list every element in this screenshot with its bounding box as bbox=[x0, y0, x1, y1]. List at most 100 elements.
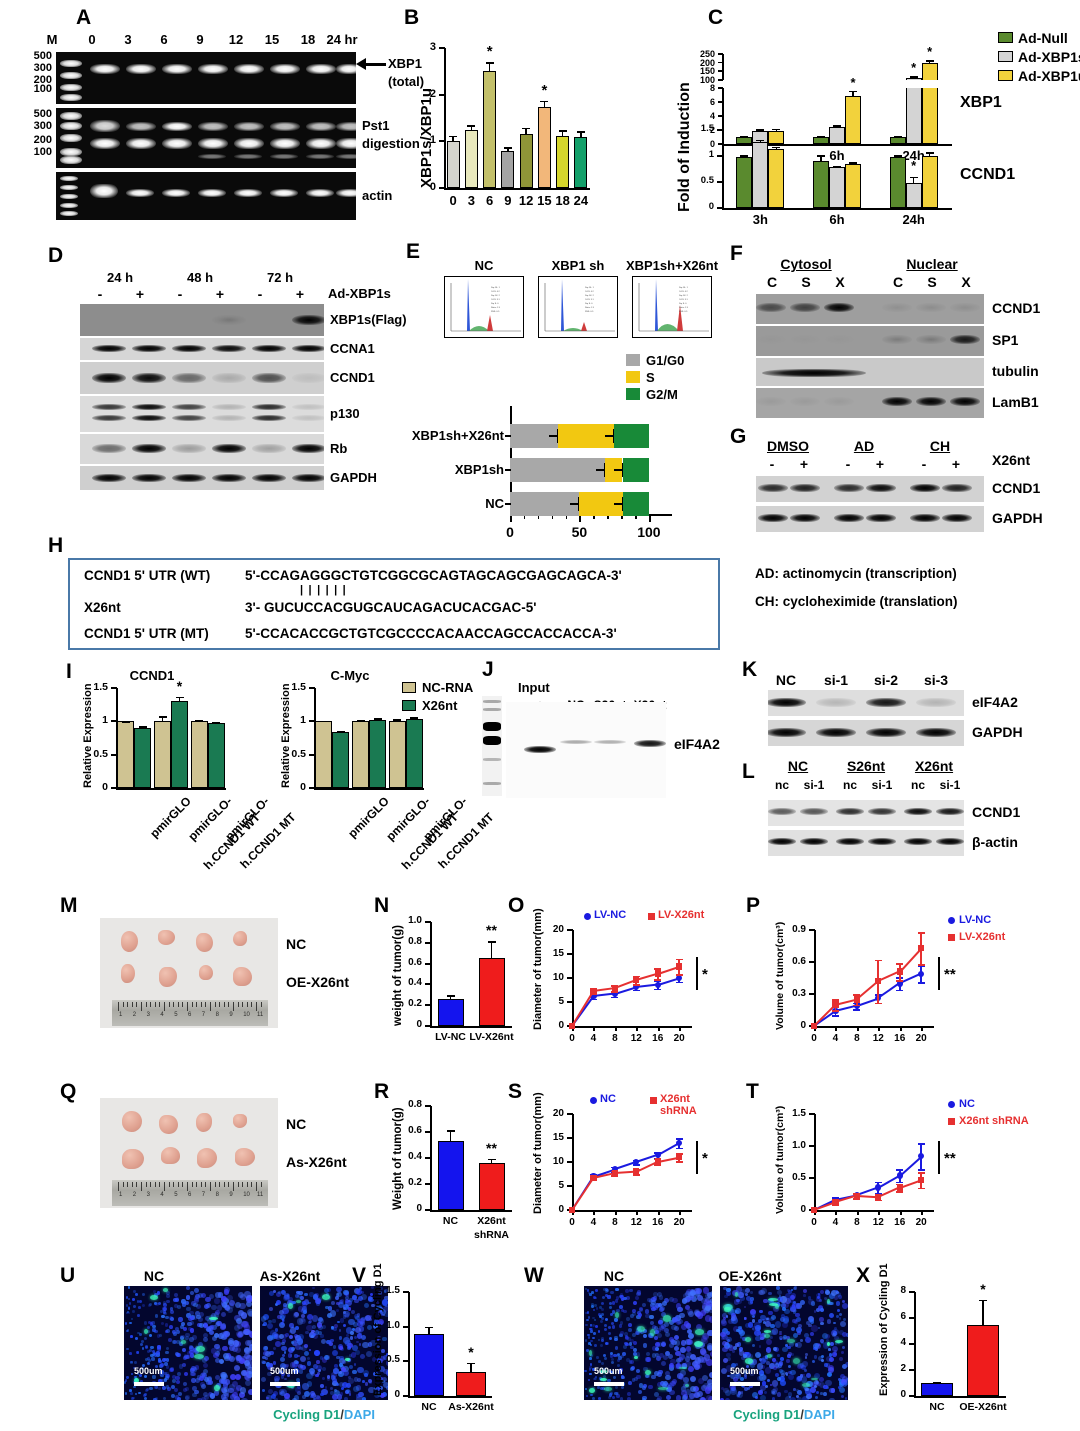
dapi-nucleus bbox=[622, 1351, 626, 1356]
if-image-title: NC bbox=[603, 1268, 625, 1284]
dapi-nucleus bbox=[314, 1293, 319, 1298]
ruler-number: 10 bbox=[243, 1012, 250, 1018]
gel-band-pst1-lower bbox=[306, 138, 336, 149]
group-label: AD bbox=[853, 438, 875, 454]
legend-label: Ad-Null bbox=[1018, 30, 1068, 46]
blot-band bbox=[132, 403, 166, 410]
y-tick-label: 0.2 bbox=[408, 998, 422, 1010]
bar bbox=[478, 1163, 505, 1210]
bar bbox=[736, 137, 753, 144]
dapi-nucleus bbox=[838, 1313, 842, 1317]
data-point-circle bbox=[633, 1158, 640, 1166]
ruler-tick bbox=[164, 1182, 165, 1191]
dapi-nucleus bbox=[326, 1288, 332, 1293]
y-tick bbox=[909, 1317, 915, 1319]
y-tick-label: 2 bbox=[709, 125, 715, 135]
dapi-nucleus bbox=[588, 1372, 592, 1376]
dapi-nucleus bbox=[632, 1352, 637, 1357]
ruler-number: 9 bbox=[229, 1012, 233, 1018]
ruler-number: 3 bbox=[146, 1012, 150, 1018]
dapi-nucleus bbox=[793, 1286, 798, 1290]
dapi-nucleus bbox=[188, 1337, 194, 1342]
dapi-nucleus bbox=[779, 1337, 783, 1341]
dapi-nucleus bbox=[651, 1374, 656, 1380]
dapi-nucleus bbox=[164, 1323, 169, 1328]
cyclin-d1-signal bbox=[834, 1339, 843, 1344]
dapi-nucleus bbox=[320, 1392, 325, 1397]
dapi-nucleus bbox=[837, 1378, 841, 1382]
dapi-nucleus bbox=[776, 1365, 780, 1370]
error-cap bbox=[675, 1147, 683, 1150]
bar bbox=[921, 156, 938, 208]
dapi-nucleus bbox=[755, 1325, 761, 1331]
dapi-nucleus bbox=[732, 1326, 739, 1333]
dapi-nucleus bbox=[619, 1368, 624, 1372]
ruler-tick bbox=[205, 1002, 207, 1007]
dapi-nucleus bbox=[301, 1394, 306, 1399]
dapi-nucleus bbox=[766, 1378, 771, 1383]
dapi-nucleus bbox=[704, 1299, 711, 1306]
ruler-number: 7 bbox=[201, 1192, 206, 1198]
dapi-nucleus bbox=[292, 1361, 299, 1368]
dapi-nucleus bbox=[668, 1354, 674, 1360]
dapi-nucleus bbox=[321, 1357, 328, 1363]
dapi-nucleus bbox=[781, 1373, 785, 1377]
x-axis bbox=[444, 188, 590, 190]
bar bbox=[154, 721, 171, 788]
dapi-nucleus bbox=[191, 1392, 197, 1398]
legend-label: LV-X26nt bbox=[959, 931, 1006, 943]
dapi-nucleus bbox=[769, 1363, 775, 1369]
dapi-nucleus bbox=[316, 1322, 322, 1328]
dapi-nucleus bbox=[608, 1393, 613, 1397]
dapi-nucleus bbox=[666, 1385, 673, 1391]
x-tick-label: 24h bbox=[902, 148, 925, 163]
x-axis bbox=[408, 1396, 492, 1398]
dapi-nucleus bbox=[376, 1391, 383, 1398]
blot-lane-label: si-2 bbox=[873, 672, 899, 688]
dapi-nucleus bbox=[174, 1388, 179, 1393]
dapi-nucleus bbox=[605, 1317, 609, 1321]
dapi-nucleus bbox=[127, 1286, 131, 1289]
dapi-nucleus bbox=[792, 1310, 797, 1314]
cyclin-d1-signal bbox=[768, 1297, 778, 1301]
dapi-nucleus bbox=[604, 1323, 608, 1327]
dapi-nucleus bbox=[835, 1292, 841, 1297]
ruler-tick bbox=[173, 1002, 175, 1007]
dapi-nucleus bbox=[349, 1354, 352, 1357]
ruler-tick bbox=[237, 1182, 239, 1187]
dapi-nucleus bbox=[829, 1387, 835, 1393]
ruler-tick bbox=[187, 1002, 188, 1011]
dapi-nucleus bbox=[356, 1313, 361, 1317]
dapi-nucleus bbox=[829, 1397, 835, 1400]
dapi-nucleus bbox=[779, 1356, 784, 1361]
dapi-nucleus bbox=[735, 1373, 742, 1379]
dapi-nucleus bbox=[362, 1341, 369, 1349]
group-label-nuclear: Nuclear bbox=[906, 256, 958, 272]
dapi-nucleus bbox=[807, 1323, 812, 1328]
bar bbox=[921, 1383, 953, 1396]
error-bar bbox=[543, 100, 546, 108]
x-tick-label: 20 bbox=[673, 1033, 685, 1044]
dapi-nucleus bbox=[136, 1351, 139, 1355]
dapi-nucleus bbox=[196, 1314, 201, 1320]
dapi-nucleus bbox=[657, 1396, 663, 1400]
blot-band bbox=[868, 838, 896, 846]
dapi-nucleus bbox=[709, 1350, 712, 1358]
y-tick bbox=[111, 687, 117, 689]
dapi-nucleus bbox=[191, 1371, 196, 1377]
dapi-nucleus bbox=[763, 1298, 768, 1304]
dapi-nucleus bbox=[736, 1342, 741, 1347]
dapi-nucleus bbox=[204, 1394, 210, 1400]
blot-band bbox=[92, 345, 126, 353]
dapi-nucleus bbox=[165, 1291, 170, 1295]
bar bbox=[478, 958, 505, 1026]
dapi-nucleus bbox=[309, 1332, 315, 1338]
dapi-nucleus bbox=[726, 1356, 732, 1361]
error-cap bbox=[121, 721, 130, 723]
dapi-nucleus bbox=[183, 1371, 188, 1377]
facs-title: XBP1 sh bbox=[551, 258, 605, 273]
ruler-tick bbox=[210, 1182, 211, 1191]
dapi-nucleus bbox=[725, 1331, 730, 1336]
dapi-nucleus bbox=[192, 1302, 198, 1308]
blot-strip bbox=[80, 396, 324, 432]
